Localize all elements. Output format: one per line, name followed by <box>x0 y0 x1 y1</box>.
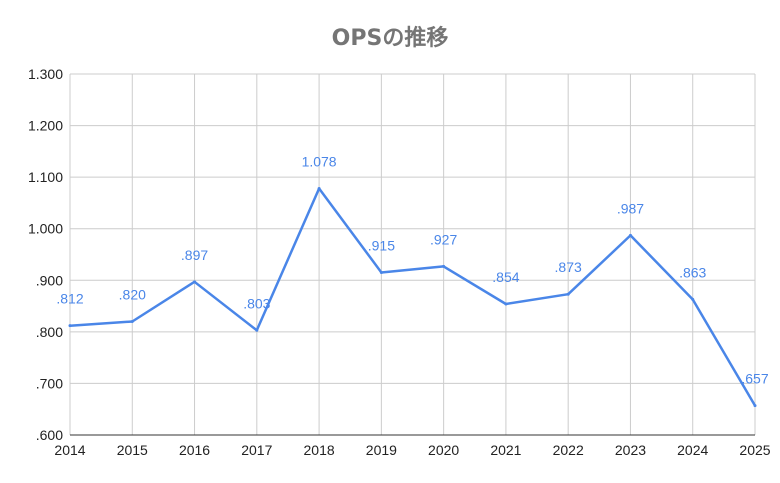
x-tick-label: 2021 <box>490 442 521 458</box>
data-label: .897 <box>181 247 208 263</box>
y-tick-label: 1.300 <box>28 66 63 82</box>
data-point <box>379 271 383 275</box>
y-tick-label: .900 <box>36 272 63 288</box>
data-point <box>566 292 570 296</box>
x-tick-label: 2016 <box>179 442 210 458</box>
data-label: .820 <box>119 287 146 303</box>
x-tick-label: 2019 <box>366 442 397 458</box>
x-tick-label: 2015 <box>117 442 148 458</box>
data-point <box>504 302 508 306</box>
data-label: .812 <box>56 291 83 307</box>
data-label: .854 <box>492 269 519 285</box>
data-label: .863 <box>679 264 706 280</box>
data-point <box>691 297 695 301</box>
data-label: .915 <box>368 238 395 254</box>
data-label: .927 <box>430 231 457 247</box>
data-point <box>442 264 446 268</box>
data-point <box>628 233 632 237</box>
y-tick-label: .700 <box>36 375 63 391</box>
x-tick-label: 2023 <box>615 442 646 458</box>
data-label: .657 <box>741 371 768 387</box>
y-tick-label: 1.000 <box>28 221 63 237</box>
data-point <box>255 328 259 332</box>
x-tick-label: 2022 <box>553 442 584 458</box>
x-tick-label: 2024 <box>677 442 708 458</box>
series-line <box>68 187 757 407</box>
series <box>68 186 757 408</box>
x-tick-label: 2018 <box>304 442 335 458</box>
chart-title: OPSの推移 <box>332 25 449 51</box>
data-label: .987 <box>617 200 644 216</box>
x-tick-label: 2017 <box>241 442 272 458</box>
data-labels: .812 .820 .897 .803 1.078 .915 .927 .854 .873 .98… <box>56 153 768 386</box>
axes: .600 .700 .800 .900 1.000 1.100 1.200 1.300 2014… <box>28 66 771 458</box>
x-tick-label: 2020 <box>428 442 459 458</box>
y-tick-label: 1.200 <box>28 118 63 134</box>
x-tick-label: 2014 <box>54 442 85 458</box>
data-point <box>317 186 321 190</box>
data-point <box>753 404 757 408</box>
y-tick-label: 1.100 <box>28 169 63 185</box>
x-tick-label: 2025 <box>739 442 770 458</box>
grid <box>69 73 756 435</box>
data-label: .803 <box>243 295 270 311</box>
data-point <box>130 320 134 324</box>
data-label: 1.078 <box>302 153 337 169</box>
data-label: .873 <box>555 259 582 275</box>
y-tick-label: .800 <box>36 324 63 340</box>
data-point <box>68 324 72 328</box>
y-tick-label: .600 <box>36 427 63 443</box>
data-point <box>193 280 197 284</box>
